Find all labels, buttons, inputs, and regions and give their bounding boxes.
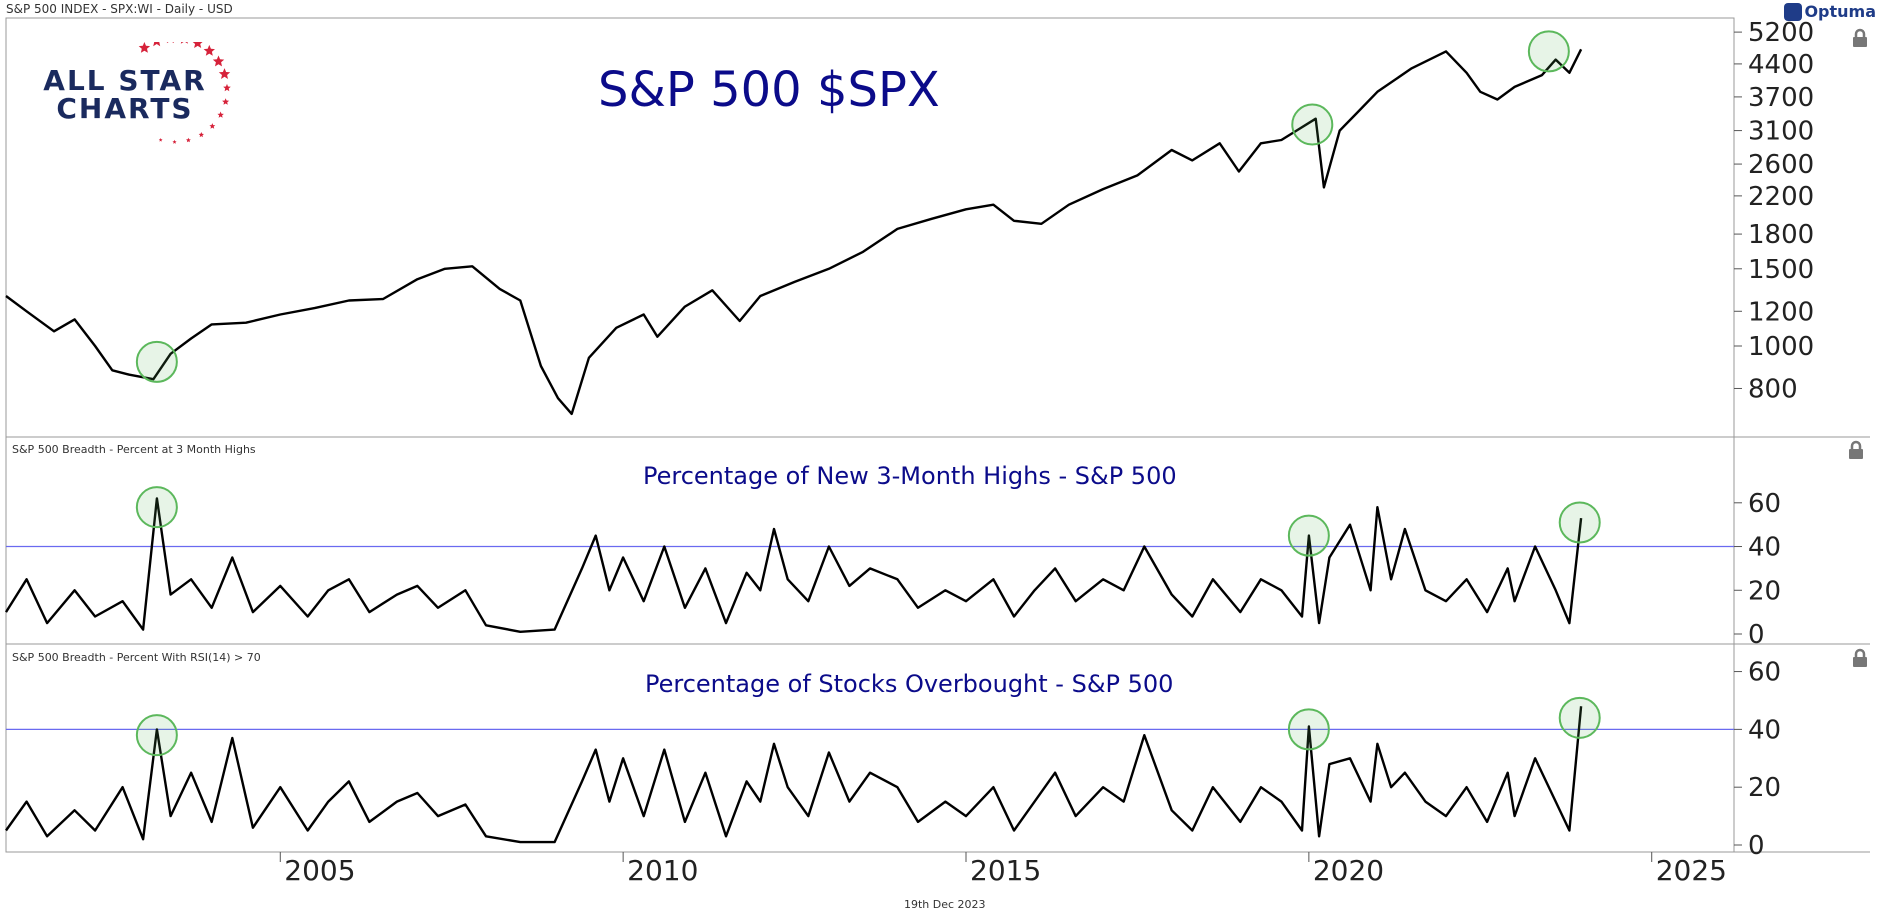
lock-icon[interactable] [1850,648,1870,668]
y-tick-label: 1000 [1748,332,1814,362]
new-highs-panel-title: Percentage of New 3-Month Highs - S&P 50… [643,462,1177,490]
star-icon [203,44,215,56]
star-icon [218,68,231,79]
y-tick-label: 800 [1748,374,1798,404]
highlight-circle [135,340,178,383]
logo-line1: ALL STAR [43,64,207,97]
footer-date: 19th Dec 2023 [904,898,986,911]
highlight-circle [1527,30,1570,73]
y-tick-label: 60 [1748,489,1781,519]
highlight-circle [1291,103,1334,146]
y-tick-label: 3100 [1748,117,1814,147]
price-panel-title: S&P 500 $SPX [598,62,940,118]
y-tick-label: 4400 [1748,50,1814,80]
star-icon [192,42,203,48]
star-icon [138,42,151,53]
highlight-circle [1558,696,1601,739]
y-tick-label: 20 [1748,773,1781,803]
y-tick-label: 20 [1748,576,1781,606]
y-tick-label: 1500 [1748,255,1814,285]
x-tick-label: 2025 [1656,854,1727,887]
y-tick-label: 40 [1748,715,1781,745]
optuma-label: Optuma [1804,2,1876,21]
optuma-logo: Optuma [1784,2,1876,21]
optuma-logo-icon [1784,2,1803,21]
y-tick-label: 5200 [1748,18,1814,48]
star-icon [186,137,191,143]
star-icon [153,42,161,47]
highlight-circle [1287,514,1330,557]
lock-icon[interactable] [1846,440,1866,460]
overbought-panel-title: Percentage of Stocks Overbought - S&P 50… [645,670,1174,698]
y-tick-label: 0 [1748,620,1765,650]
y-tick-label: 40 [1748,533,1781,563]
series-line [5,706,1583,844]
y-tick-label: 3700 [1748,83,1814,113]
lock-icon[interactable] [1850,28,1870,48]
x-tick-label: 2020 [1313,854,1384,887]
star-icon [222,98,230,105]
y-tick-label: 1200 [1748,297,1814,327]
x-tick-label: 2005 [284,854,355,887]
star-icon [217,111,224,118]
star-icon [180,42,188,44]
star-icon [223,83,231,92]
y-tick-label: 2600 [1748,150,1814,180]
highlight-circle [1558,501,1601,544]
highlight-circle [135,714,178,757]
overbought-panel-label: S&P 500 Breadth - Percent With RSI(14) >… [12,651,261,664]
y-tick-label: 60 [1748,658,1781,688]
new-highs-panel-label: S&P 500 Breadth - Percent at 3 Month Hig… [12,443,256,456]
logo-line2: CHARTS [56,92,194,125]
star-icon [172,139,177,144]
series-line [5,48,1583,416]
star-icon [209,123,216,129]
star-icon [212,55,225,67]
y-tick-label: 1800 [1748,220,1814,250]
star-icon [166,42,174,44]
star-icon [158,138,163,142]
symbol-info: S&P 500 INDEX - SPX:WI - Daily - USD [6,2,233,16]
y-tick-label: 0 [1748,831,1765,861]
highlight-circle [135,486,178,529]
x-tick-label: 2015 [970,854,1041,887]
y-tick-label: 2200 [1748,182,1814,212]
x-tick-label: 2010 [627,854,698,887]
star-icon [138,42,231,144]
star-icon [198,132,204,138]
highlight-circle [1287,708,1330,751]
plot-frame [5,17,1735,853]
all-star-charts-logo: ALL STAR CHARTS [30,42,250,152]
series-line [4,497,1583,633]
